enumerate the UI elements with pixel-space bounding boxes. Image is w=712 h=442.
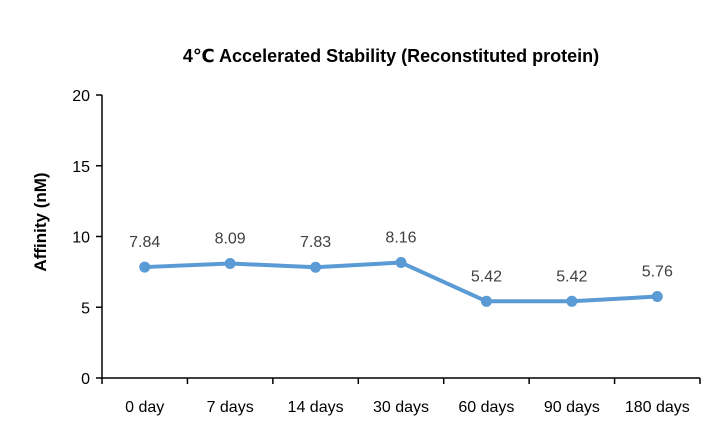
y-tick-label: 20 xyxy=(72,88,90,105)
y-tick-label: 10 xyxy=(72,230,90,247)
y-tick-label: 15 xyxy=(72,159,90,176)
y-tick-label: 5 xyxy=(81,300,90,317)
data-point xyxy=(139,261,151,273)
data-label: 7.84 xyxy=(129,234,160,251)
series-layer xyxy=(139,257,663,307)
data-point xyxy=(310,261,322,273)
x-tick-label: 60 days xyxy=(458,399,514,416)
data-label: 8.09 xyxy=(215,231,246,248)
data-point xyxy=(651,290,663,302)
data-labels-layer: 7.84 8.09 7.83 8.16 5.42 5.42 5.76 xyxy=(129,230,673,286)
x-tick-label: 90 days xyxy=(544,399,600,416)
data-point xyxy=(480,295,492,307)
x-axis-ticks: 0 day 7 days 14 days 30 days 60 days 90 days 1… xyxy=(101,378,701,416)
data-label: 7.83 xyxy=(300,234,331,251)
data-label: 8.16 xyxy=(385,230,416,247)
x-tick-label: 180 days xyxy=(625,399,690,416)
data-point xyxy=(566,295,578,307)
x-tick-label: 7 days xyxy=(207,399,254,416)
y-tick-label: 0 xyxy=(81,371,90,388)
x-tick-label: 14 days xyxy=(288,399,344,416)
chart-title: 4℃ Accelerated Stability (Reconstituted … xyxy=(183,46,599,66)
x-tick-label: 30 days xyxy=(373,399,429,416)
data-point xyxy=(224,258,236,270)
data-label: 5.42 xyxy=(471,268,502,285)
y-axis-label: Affinity (nM) xyxy=(31,172,50,271)
data-label: 5.42 xyxy=(556,268,587,285)
x-tick-label: 0 day xyxy=(125,399,164,416)
data-label: 5.76 xyxy=(642,263,673,280)
data-point xyxy=(395,257,407,269)
y-axis-ticks: 0 5 10 15 20 xyxy=(72,88,102,388)
